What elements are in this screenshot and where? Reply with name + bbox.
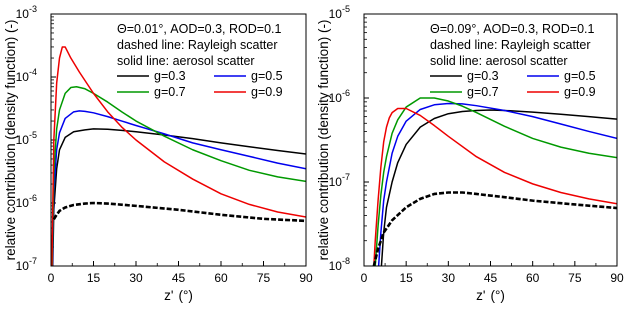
y-tick-label: 10-5 <box>16 130 37 147</box>
x-axis-label: z' (°) <box>476 288 505 303</box>
x-tick-label: 30 <box>129 271 143 285</box>
rayleigh-series-line <box>372 191 617 266</box>
series-line-g07 <box>374 97 617 266</box>
x-axis-label-unit: (°) <box>490 288 504 303</box>
y-tick-label: 10-7 <box>329 172 350 189</box>
x-tick-label: 90 <box>299 271 313 285</box>
x-axis-label-main: z' <box>164 288 173 303</box>
x-tick-label: 0 <box>48 271 55 285</box>
solid-line-note: solid line: aerosol scatter <box>430 54 568 68</box>
y-axis-label: relative contribution (density function)… <box>316 20 331 261</box>
x-tick-label: 60 <box>526 271 540 285</box>
x-tick-label: 45 <box>484 271 498 285</box>
rayleigh-series-line <box>52 201 306 223</box>
x-tick-label: 60 <box>214 271 228 285</box>
y-tick-label: 10-8 <box>329 256 350 273</box>
x-tick-label: 90 <box>610 271 624 285</box>
y-tick-label: 10-4 <box>16 67 37 84</box>
dashed-line-note: dashed line: Rayleigh scatter <box>430 38 591 52</box>
x-axis-label-main: z' <box>476 288 485 303</box>
x-tick-label: 15 <box>399 271 413 285</box>
chart-title: Θ=0.09°, AOD=0.3, ROD=0.1 <box>430 22 595 36</box>
x-axis-label: z' (°) <box>164 288 193 303</box>
series-line-g09 <box>373 107 617 266</box>
solid-line-note: solid line: aerosol scatter <box>117 54 255 68</box>
x-axis-label-unit: (°) <box>178 288 192 303</box>
y-tick-label: 10-6 <box>329 88 350 105</box>
legend-label: g=0.9 <box>251 85 283 99</box>
x-tick-label: 15 <box>87 271 101 285</box>
legend-label: g=0.7 <box>154 85 186 99</box>
dashed-line-note: dashed line: Rayleigh scatter <box>117 38 278 52</box>
y-tick-label: 10-7 <box>16 256 37 273</box>
series-line-g05 <box>51 110 306 266</box>
legend-label: g=0.5 <box>251 69 283 83</box>
x-tick-label: 0 <box>361 271 368 285</box>
plot-frame <box>363 13 618 267</box>
legend-label: g=0.3 <box>154 69 186 83</box>
left-chart-panel: 10-7 10-6 10-5 10-4 10-3 0 15 30 45 60 75 90 Θ=0.01°… <box>3 4 313 303</box>
y-axis-label: relative contribution (density function)… <box>3 20 18 261</box>
x-tick-label: 75 <box>568 271 582 285</box>
x-tick-label: 45 <box>172 271 186 285</box>
y-tick-label: 10-3 <box>16 4 37 21</box>
legend-label: g=0.7 <box>467 85 499 99</box>
x-tick-label: 30 <box>442 271 456 285</box>
x-tick-label: 75 <box>257 271 271 285</box>
y-tick-label: 10-5 <box>329 4 350 21</box>
legend-label: g=0.9 <box>564 85 596 99</box>
legend-label: g=0.5 <box>564 69 596 83</box>
series-line-g03 <box>51 128 306 266</box>
plot-frame <box>50 13 307 267</box>
series-line-g07 <box>51 86 306 266</box>
legend-label: g=0.3 <box>467 69 499 83</box>
right-chart-panel: 10-8 10-7 10-6 10-5 0 15 30 45 60 75 90 Θ=0.09°, AO… <box>316 4 624 303</box>
series-line-g09 <box>51 46 306 266</box>
series-line-g05 <box>377 102 617 266</box>
y-tick-label: 10-6 <box>16 193 37 210</box>
chart-title: Θ=0.01°, AOD=0.3, ROD=0.1 <box>117 22 282 36</box>
series-line-g03 <box>380 109 617 266</box>
